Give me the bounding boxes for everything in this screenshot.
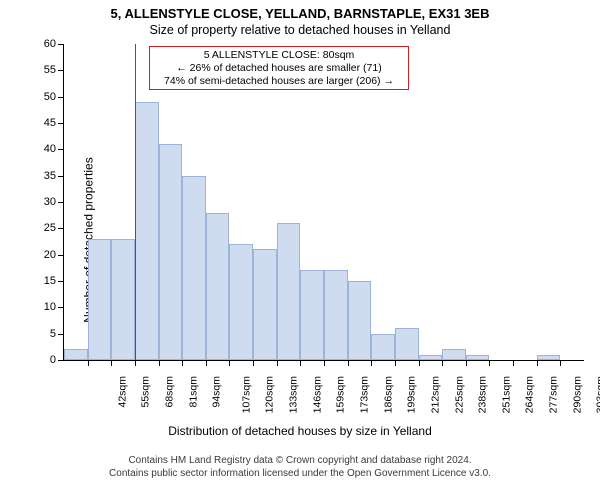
histogram-bar xyxy=(229,244,253,360)
y-tick-mark xyxy=(58,334,64,335)
y-tick-label: 40 xyxy=(34,143,56,155)
x-tick-mark xyxy=(419,360,420,366)
histogram-bar xyxy=(64,349,88,360)
page: 5, ALLENSTYLE CLOSE, YELLAND, BARNSTAPLE… xyxy=(0,0,600,500)
x-tick-label: 133sqm xyxy=(287,376,299,413)
histogram-bar xyxy=(88,239,112,360)
x-tick-mark xyxy=(348,360,349,366)
histogram-bar xyxy=(300,270,324,360)
x-axis-label: Distribution of detached houses by size … xyxy=(0,424,600,438)
x-tick-label: 199sqm xyxy=(406,376,418,413)
x-tick-mark xyxy=(537,360,538,366)
histogram-bar xyxy=(348,281,372,360)
x-tick-mark xyxy=(560,360,561,366)
x-tick-mark xyxy=(277,360,278,366)
callout-box: 5 ALLENSTYLE CLOSE: 80sqm← 26% of detach… xyxy=(149,46,409,90)
x-tick-label: 120sqm xyxy=(264,376,276,413)
histogram-bar xyxy=(371,334,395,360)
x-tick-mark xyxy=(206,360,207,366)
y-tick-label: 20 xyxy=(34,249,56,261)
x-tick-label: 264sqm xyxy=(524,376,536,413)
y-tick-label: 25 xyxy=(34,222,56,234)
x-tick-label: 42sqm xyxy=(116,376,128,408)
y-tick-label: 55 xyxy=(34,64,56,76)
histogram-bar xyxy=(395,328,419,360)
x-tick-label: 277sqm xyxy=(547,376,559,413)
y-tick-label: 30 xyxy=(34,196,56,208)
x-tick-mark xyxy=(253,360,254,366)
chart-title-sub: Size of property relative to detached ho… xyxy=(0,22,600,38)
x-tick-mark xyxy=(324,360,325,366)
x-tick-mark xyxy=(466,360,467,366)
y-tick-label: 45 xyxy=(34,117,56,129)
footer-line-1: Contains HM Land Registry data © Crown c… xyxy=(0,454,600,467)
y-tick-mark xyxy=(58,97,64,98)
chart-footer: Contains HM Land Registry data © Crown c… xyxy=(0,454,600,480)
y-tick-label: 10 xyxy=(34,301,56,313)
x-tick-mark xyxy=(88,360,89,366)
chart-plot-area: 5 ALLENSTYLE CLOSE: 80sqm← 26% of detach… xyxy=(64,44,584,360)
callout-line: 5 ALLENSTYLE CLOSE: 80sqm xyxy=(154,49,404,62)
y-tick-mark xyxy=(58,149,64,150)
histogram-bar xyxy=(135,102,159,360)
y-tick-mark xyxy=(58,255,64,256)
x-tick-mark xyxy=(300,360,301,366)
histogram-bar xyxy=(442,349,466,360)
x-tick-mark xyxy=(395,360,396,366)
chart-titles: 5, ALLENSTYLE CLOSE, YELLAND, BARNSTAPLE… xyxy=(0,6,600,38)
y-tick-label: 50 xyxy=(34,91,56,103)
histogram-bar xyxy=(206,213,230,360)
marker-line xyxy=(135,44,136,360)
x-tick-mark xyxy=(442,360,443,366)
x-tick-label: 186sqm xyxy=(382,376,394,413)
x-tick-label: 94sqm xyxy=(211,376,223,408)
y-tick-mark xyxy=(58,228,64,229)
y-tick-mark xyxy=(58,176,64,177)
histogram-bar xyxy=(159,144,183,360)
x-tick-mark xyxy=(159,360,160,366)
y-tick-label: 15 xyxy=(34,275,56,287)
histogram-bar xyxy=(253,249,277,360)
x-tick-mark xyxy=(371,360,372,366)
footer-line-2: Contains public sector information licen… xyxy=(0,467,600,480)
y-tick-mark xyxy=(58,307,64,308)
y-tick-mark xyxy=(58,281,64,282)
x-tick-label: 146sqm xyxy=(311,376,323,413)
histogram-bar xyxy=(324,270,348,360)
x-tick-mark xyxy=(513,360,514,366)
callout-line: 74% of semi-detached houses are larger (… xyxy=(154,75,404,88)
x-tick-label: 81sqm xyxy=(187,376,199,408)
x-tick-label: 303sqm xyxy=(595,376,600,413)
y-tick-mark xyxy=(58,202,64,203)
y-tick-label: 0 xyxy=(34,354,56,366)
x-tick-mark xyxy=(489,360,490,366)
y-tick-mark xyxy=(58,360,64,361)
x-tick-label: 55sqm xyxy=(140,376,152,408)
x-tick-label: 212sqm xyxy=(429,376,441,413)
callout-line: ← 26% of detached houses are smaller (71… xyxy=(154,62,404,75)
x-tick-mark xyxy=(229,360,230,366)
x-tick-label: 173sqm xyxy=(358,376,370,413)
y-tick-mark xyxy=(58,123,64,124)
y-tick-label: 35 xyxy=(34,170,56,182)
x-tick-label: 251sqm xyxy=(500,376,512,413)
y-tick-mark xyxy=(58,70,64,71)
histogram-bar xyxy=(277,223,301,360)
histogram-bar xyxy=(182,176,206,360)
x-tick-mark xyxy=(135,360,136,366)
x-tick-mark xyxy=(182,360,183,366)
chart-title-main: 5, ALLENSTYLE CLOSE, YELLAND, BARNSTAPLE… xyxy=(0,6,600,22)
x-tick-label: 159sqm xyxy=(335,376,347,413)
x-tick-label: 68sqm xyxy=(163,376,175,408)
y-tick-mark xyxy=(58,44,64,45)
x-tick-label: 238sqm xyxy=(477,376,489,413)
x-tick-mark xyxy=(111,360,112,366)
x-tick-label: 107sqm xyxy=(240,376,252,413)
y-tick-label: 60 xyxy=(34,38,56,50)
x-tick-label: 225sqm xyxy=(453,376,465,413)
y-tick-label: 5 xyxy=(34,328,56,340)
histogram-bar xyxy=(111,239,135,360)
x-tick-label: 290sqm xyxy=(571,376,583,413)
